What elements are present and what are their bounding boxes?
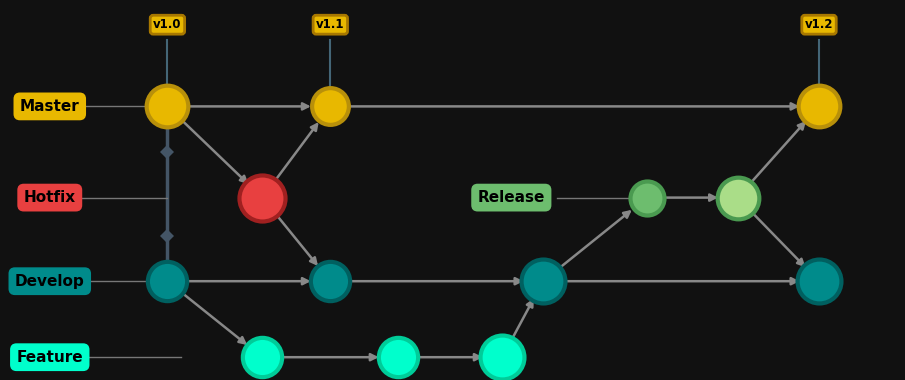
Point <box>391 354 405 360</box>
Text: Hotfix: Hotfix <box>24 190 76 205</box>
Point <box>255 354 270 360</box>
Point <box>323 103 338 109</box>
Text: v1.0: v1.0 <box>153 18 182 31</box>
Text: Develop: Develop <box>14 274 85 289</box>
Text: v1.1: v1.1 <box>316 18 345 31</box>
Point <box>812 103 826 109</box>
Text: Release: Release <box>478 190 545 205</box>
Point <box>536 278 550 284</box>
Text: Feature: Feature <box>16 350 83 365</box>
Point <box>812 278 826 284</box>
Point <box>495 354 510 360</box>
Point <box>160 103 175 109</box>
Point <box>640 195 654 201</box>
Point <box>160 278 175 284</box>
Text: v1.2: v1.2 <box>805 18 834 31</box>
Point <box>323 278 338 284</box>
Point <box>255 195 270 201</box>
Point <box>730 195 745 201</box>
Text: Master: Master <box>20 99 80 114</box>
